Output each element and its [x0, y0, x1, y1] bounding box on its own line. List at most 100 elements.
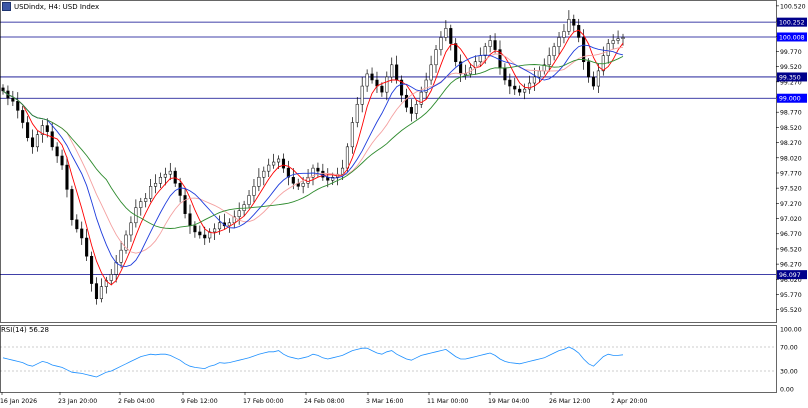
candle-body: [232, 216, 236, 224]
candle-body: [153, 183, 158, 187]
candle-body: [94, 283, 99, 300]
candle-body: [523, 88, 527, 93]
candle-body: [557, 37, 561, 47]
candle-body: [380, 85, 384, 93]
time-label: 24 Feb 08:00: [304, 398, 345, 405]
price-tick-label: 98.770: [780, 110, 802, 117]
candle-body: [168, 170, 172, 175]
candle-body: [60, 155, 64, 166]
candle-body: [385, 76, 389, 93]
price-level-label: 100.252: [779, 20, 805, 27]
candle-body: [621, 37, 625, 39]
symbol-label: USDindx, H4: USD Index: [14, 2, 100, 11]
candle-body: [582, 37, 586, 63]
candle-body: [547, 55, 551, 66]
candle-body: [532, 76, 536, 84]
candle-body: [488, 40, 492, 47]
candle-body: [439, 37, 443, 50]
time-label: 26 Mar 12:00: [549, 398, 590, 405]
candle-body: [163, 173, 167, 178]
candle-body: [424, 79, 428, 93]
rsi-tick-label: 0.00: [780, 387, 794, 394]
candle-body: [262, 170, 266, 178]
candle-body: [306, 176, 310, 184]
candle-body: [537, 70, 541, 78]
time-label: 19 Mar 04:00: [488, 398, 529, 405]
candle-body: [513, 85, 517, 90]
candle-body: [370, 73, 374, 81]
candle-body: [213, 228, 217, 233]
candle-body: [596, 70, 600, 87]
candle-body: [55, 146, 59, 157]
time-label: 16 Jan 2026: [0, 398, 37, 405]
candle-body: [587, 61, 591, 78]
price-tick-label: 99.770: [780, 49, 802, 56]
candle-body: [257, 176, 261, 187]
candle-body: [124, 234, 128, 251]
candle-body: [390, 64, 394, 78]
candle-body: [340, 167, 345, 175]
candle-body: [444, 28, 448, 38]
time-label: 17 Feb 00:00: [243, 398, 284, 405]
candle-body: [606, 43, 610, 56]
rsi-tick-label: 30.00: [780, 369, 798, 376]
time-label: 2 Apr 20:00: [611, 398, 647, 405]
candle-body: [316, 167, 320, 172]
price-level-badge: [777, 17, 807, 27]
candle-body: [400, 79, 404, 96]
candle-body: [434, 49, 438, 66]
candle-body: [572, 18, 576, 26]
time-label: 2 Feb 04:00: [118, 398, 155, 405]
candle-body: [419, 91, 423, 105]
rsi-panel: 100.00 70.00 30.00 0.00: [0, 327, 802, 394]
candle-body: [85, 237, 89, 257]
price-level-label: 96.097: [779, 272, 801, 279]
price-level-badge: [777, 32, 807, 42]
candle-body: [11, 97, 15, 102]
candle-body: [478, 55, 482, 63]
candle-body: [267, 164, 271, 172]
candle-body: [119, 249, 123, 263]
candle-body: [508, 79, 512, 87]
candle-body: [404, 94, 409, 108]
candle-body: [30, 137, 35, 148]
price-tick-label: 100.520: [780, 3, 806, 10]
price-tick-label: 97.020: [780, 216, 802, 223]
candle-body: [247, 195, 251, 205]
ma-fast-line: [2, 29, 624, 286]
candle-body: [365, 73, 369, 87]
candle-body: [321, 170, 325, 178]
time-label: 3 Mar 16:00: [366, 398, 403, 405]
main-frame: [0, 0, 777, 323]
horizontal-levels: [0, 21, 776, 276]
candle-body: [242, 204, 246, 211]
candle-body: [99, 286, 103, 300]
price-axis[interactable]: 100.520100.270100.02099.77099.52099.2709…: [776, 3, 807, 314]
candle-body: [331, 176, 335, 181]
time-label: 23 Jan 20:00: [58, 398, 97, 405]
chart-header: USDindx, H4: USD Index: [0, 0, 99, 13]
candle-body: [227, 222, 231, 227]
candle-body: [237, 210, 241, 217]
price-tick-label: 99.270: [780, 79, 802, 86]
candle-body: [75, 219, 79, 230]
candle-body: [454, 43, 458, 63]
candle-body: [70, 189, 74, 221]
candlesticks: [1, 10, 625, 305]
candle-body: [527, 82, 532, 90]
candle-body: [281, 158, 286, 169]
candle-body: [429, 64, 433, 81]
price-tick-label: 96.020: [780, 277, 802, 284]
candle-body: [355, 104, 359, 123]
rsi-frame: [0, 325, 777, 393]
candle-body: [277, 158, 281, 163]
candle-body: [129, 222, 133, 236]
time-axis: 16 Jan 2026 23 Jan 20:00 2 Feb 04:00 9 Feb …: [0, 392, 647, 405]
price-level-badge: [777, 72, 807, 82]
candle-body: [567, 18, 571, 32]
price-tick-label: 98.020: [780, 155, 802, 162]
price-tick-label: 96.270: [780, 262, 802, 269]
price-tick-label: 98.520: [780, 125, 802, 132]
candle-body: [518, 88, 522, 93]
